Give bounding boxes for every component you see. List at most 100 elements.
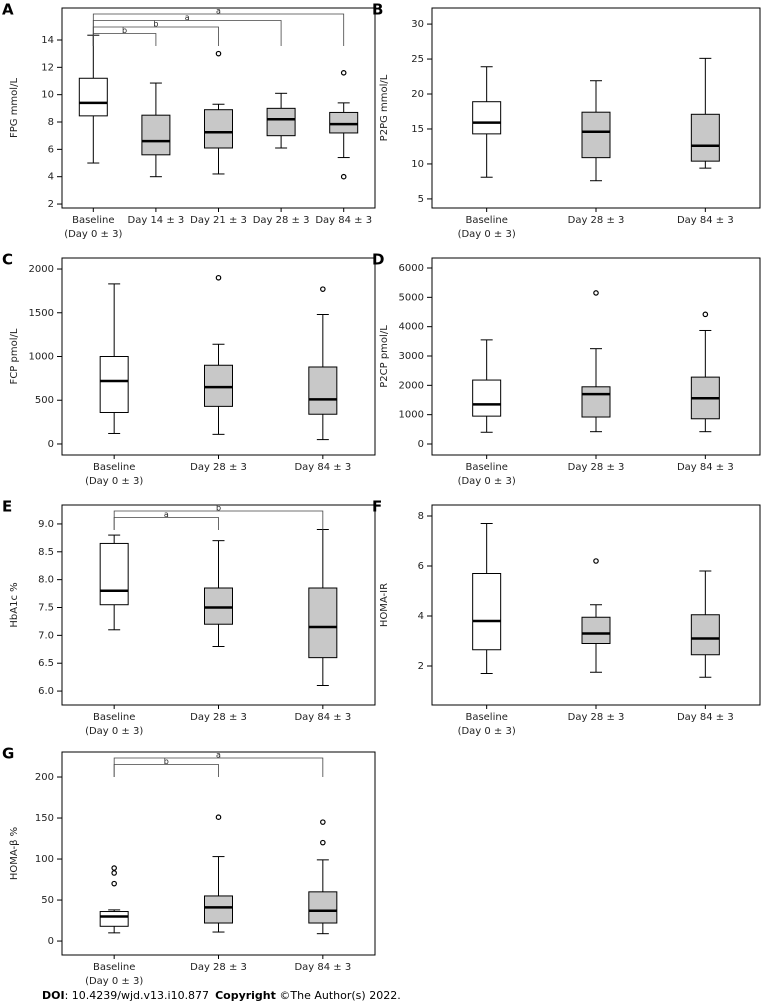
panel-label: D (372, 251, 384, 269)
box (581, 616, 611, 644)
x-tick-label: (Day 0 ± 3) (458, 476, 516, 487)
y-tick-label: 5000 (399, 292, 424, 303)
outlier (215, 50, 222, 57)
y-tick-label: 6.5 (38, 658, 54, 669)
y-tick-label: 8.5 (38, 547, 54, 558)
footer: DOI: 10.4239/wjd.v13.i10.877 Copyright ©T… (42, 989, 401, 1002)
y-tick-label: 2 (48, 199, 54, 210)
significance-bracket (113, 764, 219, 777)
y-tick-label: 25 (411, 54, 424, 65)
significance-label: a (185, 13, 190, 22)
x-tick-label: Baseline (465, 712, 507, 723)
outlier (111, 870, 117, 876)
y-tick-label: 8 (48, 117, 54, 128)
copyright-label: Copyright (215, 989, 276, 1002)
x-tick-label: (Day 0 ± 3) (85, 726, 143, 737)
x-tick-label: Day 14 ± 3 (128, 215, 185, 226)
outlier (340, 69, 347, 76)
x-tick-label: (Day 0 ± 3) (85, 476, 143, 487)
panel-label: E (2, 498, 12, 516)
significance-bracket (113, 510, 324, 530)
box (99, 542, 129, 606)
y-tick-label: 20 (411, 89, 424, 100)
significance-label: b (216, 504, 221, 513)
x-tick-label: Baseline (93, 962, 135, 973)
box (308, 587, 338, 659)
y-tick-label: 2000 (399, 380, 424, 391)
y-tick-label: 6.0 (38, 686, 54, 697)
significance-label: a (216, 751, 221, 760)
box (204, 364, 233, 407)
panel-label: A (2, 1, 14, 19)
box (581, 386, 611, 418)
x-tick-label: (Day 0 ± 3) (64, 229, 122, 240)
y-tick-label: 50 (41, 895, 54, 906)
y-tick-label: 9.0 (38, 519, 54, 530)
x-tick-label: Day 84 ± 3 (315, 215, 372, 226)
y-tick-label: 4000 (399, 322, 424, 333)
box (472, 573, 502, 651)
y-axis-label: P2PG mmol/L (379, 74, 390, 141)
box (99, 911, 129, 927)
box (690, 614, 720, 656)
significance-bracket (113, 517, 219, 530)
y-tick-label: 5 (418, 194, 424, 205)
x-tick-label: Baseline (93, 462, 135, 473)
x-tick-label: (Day 0 ± 3) (458, 726, 516, 737)
y-axis-label: FPG mmol/L (9, 78, 20, 138)
significance-label: b (153, 20, 158, 29)
y-tick-label: 6 (418, 561, 424, 572)
panel-label: B (372, 1, 383, 19)
x-tick-label: Day 84 ± 3 (677, 462, 734, 473)
outlier (593, 290, 599, 296)
panel-label: C (2, 251, 13, 269)
doi-label: DOI (42, 989, 65, 1002)
y-tick-label: 500 (35, 395, 54, 406)
outlier (111, 865, 117, 871)
x-tick-label: Baseline (72, 215, 114, 226)
x-tick-label: Day 28 ± 3 (568, 712, 625, 723)
outlier (320, 819, 326, 825)
x-tick-label: Baseline (93, 712, 135, 723)
x-tick-label: Day 84 ± 3 (677, 215, 734, 226)
box (266, 107, 296, 137)
y-tick-label: 2000 (29, 264, 54, 275)
y-tick-label: 150 (35, 813, 54, 824)
significance-label: b (122, 26, 127, 35)
box (204, 587, 233, 625)
box (690, 113, 720, 162)
y-tick-label: 4 (418, 611, 424, 622)
x-tick-label: Day 28 ± 3 (190, 962, 247, 973)
x-tick-label: Day 28 ± 3 (190, 712, 247, 723)
box (581, 111, 611, 159)
outlier (215, 814, 222, 821)
x-tick-label: Day 21 ± 3 (190, 215, 247, 226)
y-tick-label: 0 (48, 936, 54, 947)
y-tick-label: 1500 (29, 308, 54, 319)
x-tick-label: (Day 0 ± 3) (85, 976, 143, 987)
outlier (111, 880, 117, 887)
y-tick-label: 6000 (399, 263, 424, 274)
y-tick-label: 0 (48, 439, 54, 450)
y-tick-label: 200 (35, 772, 54, 783)
x-tick-label: Day 84 ± 3 (677, 712, 734, 723)
y-tick-label: 4 (48, 172, 54, 183)
outlier (320, 286, 326, 292)
outlier (215, 274, 222, 281)
y-tick-label: 15 (411, 124, 424, 135)
x-tick-label: (Day 0 ± 3) (458, 229, 516, 240)
y-axis-label: HbA1c % (9, 582, 20, 627)
box (308, 891, 338, 924)
outlier (340, 173, 347, 180)
x-tick-label: Day 28 ± 3 (190, 462, 247, 473)
doi: : 10.4239/wjd.v13.i10.877 (65, 989, 209, 1002)
y-axis-label: HOMA-β % (9, 827, 20, 880)
y-tick-label: 1000 (399, 410, 424, 421)
y-tick-label: 30 (411, 19, 424, 30)
y-tick-label: 1000 (29, 352, 54, 363)
box (78, 77, 108, 117)
panel-label: F (372, 498, 382, 516)
copyright: ©The Author(s) 2022. (276, 989, 401, 1002)
y-axis-label: P2CP pmol/L (379, 325, 390, 388)
x-tick-label: Day 84 ± 3 (294, 712, 351, 723)
